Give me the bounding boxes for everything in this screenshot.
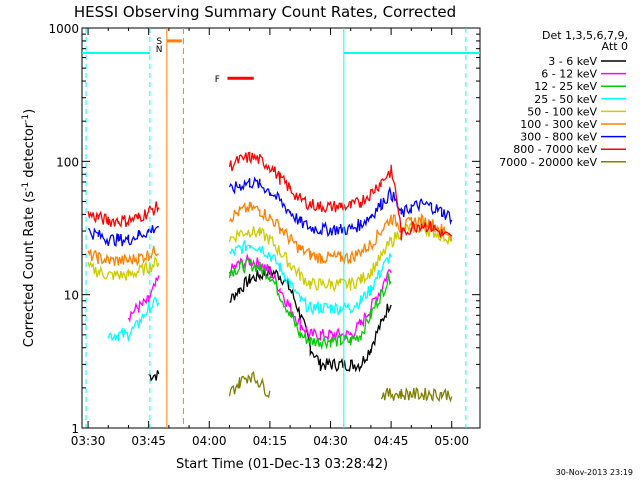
data-layer xyxy=(87,151,453,403)
series-line xyxy=(127,252,392,343)
series-line xyxy=(87,220,453,293)
x-tick-label: 04:45 xyxy=(374,434,409,448)
series-line xyxy=(148,266,392,382)
legend-entry-label: 25 - 50 keV xyxy=(534,93,597,106)
y-axis-label-end: ) xyxy=(22,109,37,114)
series-line xyxy=(228,370,453,403)
y-tick-label: 1 xyxy=(71,422,79,436)
series-line xyxy=(107,240,392,342)
series-line xyxy=(88,176,453,248)
legend-header-1: Det 1,3,5,6,7,9, xyxy=(542,29,628,42)
x-tick-label: 05:00 xyxy=(434,434,469,448)
x-axis-label: Start Time (01-Dec-13 03:28:42) xyxy=(176,457,388,472)
saa-marker-letter: S xyxy=(156,37,162,47)
legend-entry-label: 300 - 800 keV xyxy=(520,131,597,144)
series-line xyxy=(87,151,453,241)
y-tick-label: 100 xyxy=(56,155,79,169)
legend-entry-label: 7000 - 20000 keV xyxy=(499,156,597,169)
y-axis-label: Corrected Count Rate (s-1 detector-1) xyxy=(21,109,37,347)
y-axis-label-mid: detector xyxy=(22,122,37,182)
y-axis-label-sup1: -1 xyxy=(21,182,31,191)
legend-entry-label: 6 - 12 keV xyxy=(541,68,597,81)
y-axis-label-main: Corrected Count Rate (s xyxy=(22,191,37,348)
flare-marker-letter: F xyxy=(215,75,220,85)
legend-header-2: Att 0 xyxy=(602,40,628,53)
marker-layer: SN F xyxy=(82,28,480,428)
legend-entry-label: 12 - 25 keV xyxy=(534,80,597,93)
y-axis-label-sup2: -1 xyxy=(21,114,31,123)
y-tick-label: 1000 xyxy=(48,22,79,36)
x-tick-label: 04:15 xyxy=(253,434,288,448)
x-tick-label: 04:00 xyxy=(192,434,227,448)
series-line xyxy=(87,201,453,267)
tick-layer: 03:30 03:45 04:00 04:15 04:30 04:45 05:00 1 10 10… xyxy=(48,22,480,448)
x-tick-label: 04:30 xyxy=(313,434,348,448)
chart-title: HESSI Observing Summary Count Rates, Cor… xyxy=(74,3,456,21)
x-tick-label: 03:45 xyxy=(131,434,166,448)
legend-entry-label: 50 - 100 keV xyxy=(527,105,597,118)
series-line xyxy=(228,257,392,351)
y-tick-label: 10 xyxy=(64,289,79,303)
plot-frame xyxy=(81,27,481,429)
legend-entry-label: 100 - 300 keV xyxy=(520,118,597,131)
legend-entry-label: 3 - 6 keV xyxy=(548,55,597,68)
x-tick-label: 03:30 xyxy=(71,434,106,448)
night-marker-letter: N xyxy=(156,45,163,55)
legend-entry-label: 800 - 7000 keV xyxy=(513,143,597,156)
plot-timestamp: 30-Nov-2013 23:19 xyxy=(556,468,633,477)
